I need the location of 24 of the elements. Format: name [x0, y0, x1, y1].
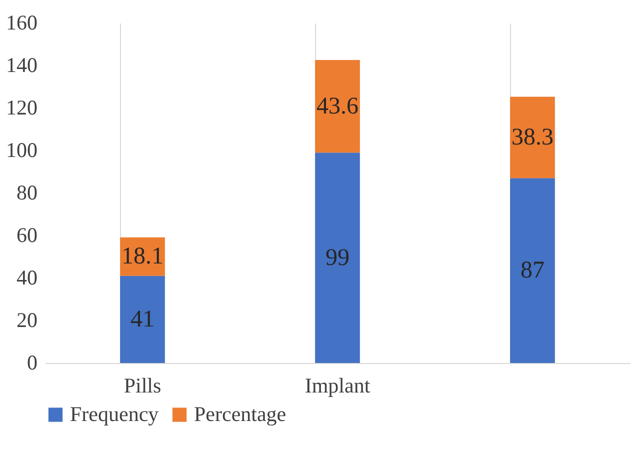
data-label: 18.1: [122, 244, 164, 270]
y-tick-label: 0: [27, 350, 38, 374]
y-tick-label: 140: [6, 53, 38, 77]
y-tick-label: 100: [6, 138, 38, 162]
y-tick-label: 60: [16, 223, 38, 247]
data-label: 41: [130, 306, 154, 332]
x-tick-label: Implant: [304, 374, 370, 398]
bar: [120, 276, 165, 363]
data-label: 87: [520, 258, 544, 284]
bar: [510, 178, 555, 363]
data-label: 38.3: [512, 124, 554, 150]
data-label: 99: [326, 244, 350, 271]
y-tick-label: 120: [6, 96, 38, 120]
y-tick-label: 20: [16, 308, 38, 332]
x-tick-label: Pills: [124, 374, 162, 398]
y-tick-label: 80: [16, 180, 38, 204]
bar: [510, 96, 555, 178]
bar: [315, 60, 360, 153]
legend-label: Frequency: [70, 402, 160, 426]
y-tick-label: 40: [16, 266, 38, 290]
bar: [315, 152, 360, 363]
y-tick-label: 160: [6, 10, 38, 34]
legend-label: Percentage: [194, 402, 286, 426]
data-label: 43.6: [316, 93, 358, 120]
